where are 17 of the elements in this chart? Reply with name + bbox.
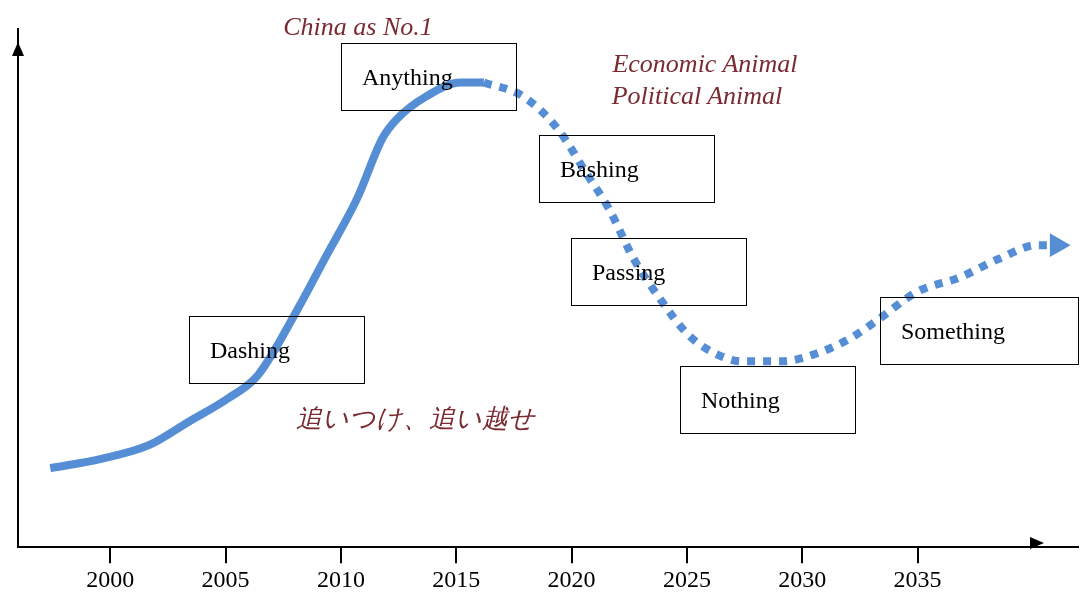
annotation: Bashing: [560, 155, 639, 183]
annotation: 追いつけ、追い越せ: [295, 402, 535, 435]
annotation: Passing: [592, 258, 666, 286]
text: Economic Animal: [612, 49, 798, 79]
x-tick-label: 2035: [893, 565, 942, 592]
x-tick-label: 2010: [316, 565, 365, 592]
annotation: Something: [901, 317, 1006, 345]
annotation: Anything: [362, 63, 453, 91]
x-tick-label: 2020: [547, 565, 596, 592]
annotation: Political Animal: [611, 81, 783, 111]
x-tick-label: 2005: [201, 565, 250, 592]
text: China as No.1: [283, 12, 433, 42]
x-tick-label: 2025: [662, 565, 711, 592]
annotation: Nothing: [701, 386, 780, 414]
x-tick-label: 2030: [778, 565, 827, 592]
x-tick-label: 2015: [432, 565, 481, 592]
x-tick-label: 2000: [86, 565, 135, 592]
